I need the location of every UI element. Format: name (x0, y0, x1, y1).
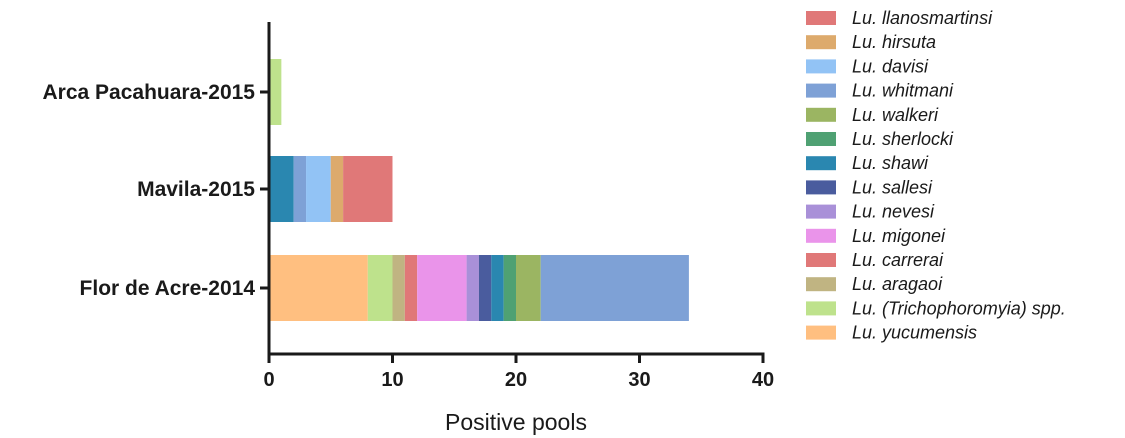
legend-label-lu-sallesi: Lu. sallesi (852, 177, 933, 197)
legend-label-lu-hirsuta: Lu. hirsuta (852, 32, 936, 52)
bar-segment-flor-de-acre-2014-lu-trichophoromyia-spp (367, 255, 393, 321)
bar-segment-mavila-2015-lu-shawi (269, 156, 294, 222)
legend-label-lu-carrerai: Lu. carrerai (852, 250, 944, 270)
bar-segment-flor-de-acre-2014-lu-sallesi (478, 255, 492, 321)
bar-segment-flor-de-acre-2014-lu-yucumensis (269, 255, 368, 321)
bar-segment-flor-de-acre-2014-lu-sherlocki (503, 255, 516, 321)
x-tick-label: 40 (752, 369, 774, 391)
legend-swatch-lu-hirsuta (806, 35, 836, 50)
bar-segment-flor-de-acre-2014-lu-walkeri (516, 255, 541, 321)
y-tick-label: Arca Pacahuara-2015 (43, 81, 256, 104)
legend-swatch-lu-llanosmartinsi (806, 11, 836, 25)
legend-label-lu-nevesi: Lu. nevesi (852, 202, 935, 222)
legend-swatch-lu-sherlocki (806, 132, 836, 146)
legend-label-lu-whitmani: Lu. whitmani (852, 81, 954, 101)
bar-segment-flor-de-acre-2014-lu-aragaoi (392, 255, 405, 321)
axes-layer: Arca Pacahuara-2015 Mavila-2015 Flor de Ac… (43, 22, 774, 435)
legend-swatch-lu-davisi (806, 59, 836, 74)
legend-swatch-lu-yucumensis (806, 325, 836, 340)
bar-segment-mavila-2015-lu-llanosmartinsi (343, 156, 393, 222)
legend-swatch-lu-migonei (806, 228, 836, 243)
legend-swatch-lu-sallesi (806, 180, 836, 195)
legend-label-lu-sherlocki: Lu. sherlocki (852, 129, 954, 149)
legend-label-lu-shawi: Lu. shawi (852, 153, 929, 173)
legend-swatch-lu-trichophoromyia-spp (806, 301, 836, 316)
legend-label-lu-yucumensis: Lu. yucumensis (852, 323, 977, 343)
legend-swatch-lu-whitmani (806, 83, 836, 98)
x-tick-label: 30 (628, 369, 650, 391)
y-tick-label: Flor de Acre-2014 (80, 277, 256, 300)
bar-segment-flor-de-acre-2014-lu-whitmani (540, 255, 689, 321)
bar-segment-flor-de-acre-2014-lu-nevesi (466, 255, 479, 321)
legend-label-lu-trichophoromyia-spp: Lu. (Trichophoromyia) spp. (852, 298, 1066, 318)
legend-label-lu-davisi: Lu. davisi (852, 56, 929, 76)
bars-layer (269, 59, 689, 321)
bar-segment-flor-de-acre-2014-lu-carrerai (404, 255, 418, 321)
x-tick-label: 10 (381, 369, 403, 391)
legend-label-lu-aragaoi: Lu. aragaoi (852, 274, 943, 294)
legend-swatch-lu-walkeri (806, 107, 836, 122)
legend-swatch-lu-nevesi (806, 204, 836, 219)
bar-segment-mavila-2015-lu-davisi (306, 156, 331, 222)
legend-swatch-lu-aragaoi (806, 277, 836, 292)
legend-swatch-lu-carrerai (806, 253, 836, 267)
bar-segment-flor-de-acre-2014-lu-migonei (417, 255, 467, 321)
bar-segment-arca-pacahuara-2015-lu-trichophoromyia-spp (269, 59, 282, 125)
legend-label-lu-walkeri: Lu. walkeri (852, 105, 939, 125)
legend-label-lu-migonei: Lu. migonei (852, 226, 946, 246)
x-tick-label: 20 (505, 369, 527, 391)
legend-label-lu-llanosmartinsi: Lu. llanosmartinsi (852, 8, 993, 28)
legend: Lu. llanosmartinsi Lu. hirsuta Lu. davisi L… (806, 8, 1066, 343)
bar-segment-mavila-2015-lu-hirsuta (330, 156, 344, 222)
bar-segment-mavila-2015-lu-whitmani (293, 156, 307, 222)
bar-segment-flor-de-acre-2014-lu-shawi (491, 255, 504, 321)
legend-swatch-lu-shawi (806, 156, 836, 171)
y-tick-label: Mavila-2015 (137, 178, 255, 201)
x-tick-label: 0 (263, 369, 274, 391)
x-axis-title: Positive pools (445, 409, 587, 435)
